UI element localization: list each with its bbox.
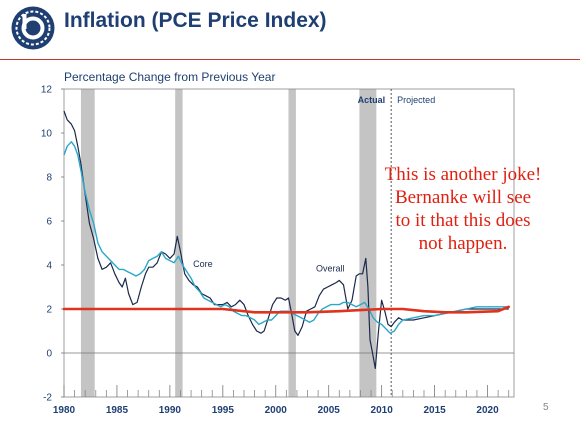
annotation-line-3: to it that this does xyxy=(395,210,531,231)
series-label-core: Core xyxy=(193,259,213,269)
x-tick-label: 1980 xyxy=(53,405,76,416)
x-tick-label: 1990 xyxy=(159,405,182,416)
x-tick-label: 2015 xyxy=(423,405,446,416)
red-overlay-line xyxy=(62,305,510,314)
y-tick-label: -2 xyxy=(43,393,52,404)
y-tick-label: 4 xyxy=(46,261,52,272)
x-tick-label: 2005 xyxy=(318,405,341,416)
y-tick-label: 6 xyxy=(46,217,52,228)
series-overall-line xyxy=(63,110,509,369)
joke-annotation: This is another joke! Bernanke will see … xyxy=(356,163,570,255)
recession-bar xyxy=(80,89,95,397)
annotation-line-1: This is another joke! xyxy=(384,164,542,185)
y-tick-label: 2 xyxy=(46,305,52,316)
page-number: 5 xyxy=(543,402,549,413)
plot-border xyxy=(63,88,515,398)
projected-label: Projected xyxy=(397,95,435,105)
series-core-line xyxy=(63,141,509,334)
title-divider xyxy=(0,59,580,60)
annotation-line-4: not happen. xyxy=(418,233,508,254)
x-tick-label: 2010 xyxy=(371,405,394,416)
recession-bar xyxy=(359,89,377,397)
x-tick-label: 2000 xyxy=(265,405,288,416)
y-tick-label: 12 xyxy=(41,85,53,96)
actual-label: Actual xyxy=(358,95,386,105)
chart-subtitle: Percentage Change from Previous Year xyxy=(64,70,276,84)
annotation-line-2: Bernanke will see xyxy=(394,187,532,208)
page-title: Inflation (PCE Price Index) xyxy=(64,9,327,32)
x-tick-label: 1995 xyxy=(212,405,235,416)
x-tick-label: 1985 xyxy=(106,405,129,416)
recession-bar xyxy=(288,89,296,397)
circular-emblem-logo-icon xyxy=(11,6,55,50)
y-tick-label: 8 xyxy=(46,173,52,184)
logo xyxy=(10,5,56,56)
series-label-overall: Overall xyxy=(316,264,345,274)
y-tick-label: 10 xyxy=(41,129,53,140)
y-tick-label: 0 xyxy=(46,349,52,360)
x-tick-label: 2020 xyxy=(476,405,499,416)
